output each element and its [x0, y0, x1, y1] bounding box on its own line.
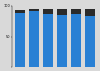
Bar: [85, 16, 94, 67]
Bar: [57, 9, 67, 15]
Bar: [57, 15, 67, 67]
Bar: [29, 11, 39, 67]
Bar: [16, 13, 25, 67]
Bar: [43, 9, 53, 14]
Bar: [43, 14, 53, 67]
Bar: [16, 10, 25, 13]
Bar: [71, 9, 81, 14]
Bar: [85, 9, 94, 16]
Bar: [71, 14, 81, 67]
Bar: [29, 9, 39, 11]
